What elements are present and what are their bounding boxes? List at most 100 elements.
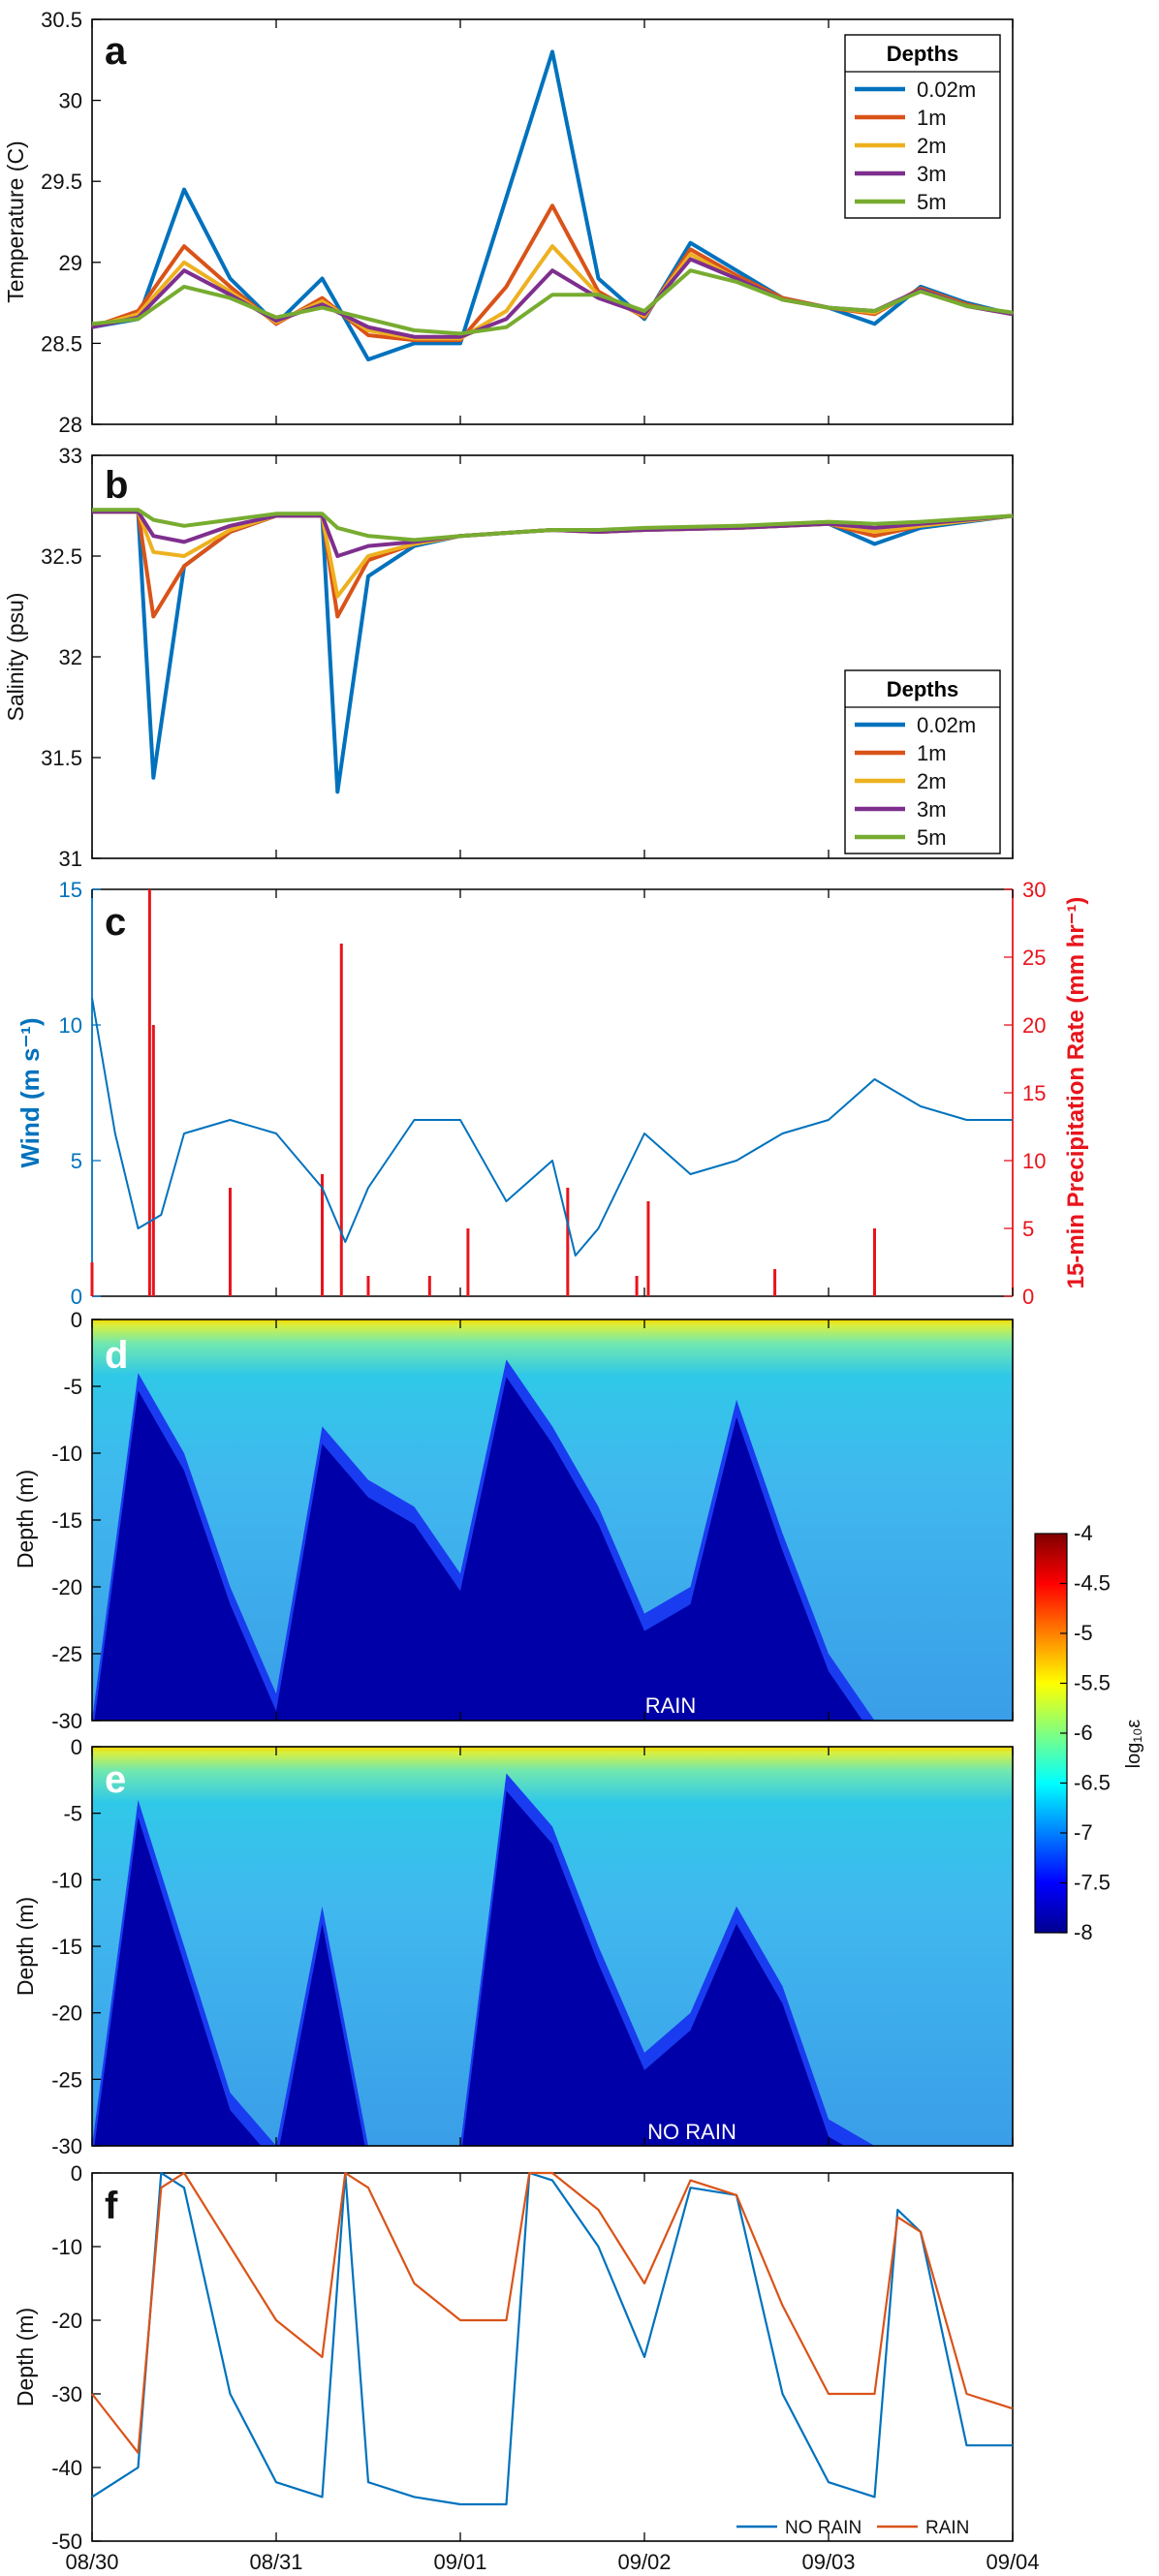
- colorbar-label: log₁₀ε: [1123, 1720, 1144, 1769]
- xtick-label: 09/01: [433, 2550, 486, 2574]
- panel-letter-a: a: [105, 30, 127, 73]
- yticks-b: 33 32.5 32 31.5 31: [41, 444, 101, 871]
- ytick-label: 29: [59, 251, 82, 275]
- ytick-label: 30: [59, 89, 82, 113]
- ytick-label: 25: [1022, 946, 1046, 970]
- ytick-label: -10: [51, 1868, 82, 1892]
- legend-entry: 2m: [917, 134, 947, 158]
- legend-title: Depths: [887, 677, 959, 701]
- legend-entry: RAIN: [925, 2518, 969, 2538]
- ytick-label: -5: [63, 1375, 82, 1399]
- colorbar-tick-label: -4.5: [1074, 1571, 1111, 1596]
- xticks-a: [91, 19, 1014, 424]
- salinity-lines: [92, 508, 1014, 794]
- series-line: [92, 508, 1014, 543]
- precip-bar: [90, 1262, 94, 1296]
- ytick-label: 10: [59, 1013, 82, 1038]
- panel-letter-c: c: [105, 901, 126, 944]
- temperature-lines: [91, 49, 1014, 362]
- ytick-label: -15: [51, 1935, 82, 1959]
- ytick-label: -50: [51, 2529, 82, 2554]
- ylabel-f: Depth (m): [13, 2308, 38, 2406]
- ytick-label: 28: [59, 413, 82, 437]
- ylabel-wind: Wind (m s⁻¹): [16, 1017, 45, 1167]
- xticks-c: [91, 889, 1014, 1296]
- ylabel-e: Depth (m): [13, 1897, 38, 1996]
- ylabel-precip: 15-min Precipitation Rate (mm hr⁻¹): [1063, 897, 1089, 1289]
- xticks-f: [91, 2173, 1014, 2541]
- panel-a: 30.5 30 29.5 29 28.5 28 a Temperature (C) Dep…: [3, 8, 1014, 437]
- ytick-label: 20: [1022, 1013, 1046, 1038]
- ytick-label: 32: [59, 645, 82, 669]
- xtick-labels: 08/30 08/31 09/01 09/02 09/03 09/04: [65, 2550, 1039, 2574]
- ytick-label: 15: [1022, 1081, 1046, 1105]
- wind-line: [91, 997, 1013, 1257]
- panel-e: 0 -5 -10 -15 -20 -25 -30 e NO RAIN Depth (m): [13, 1735, 1014, 2158]
- ytick-label: 29.5: [41, 170, 82, 194]
- colorbar-tick-label: -5.5: [1074, 1671, 1111, 1695]
- ytick-label: -20: [51, 1575, 82, 1599]
- mixed-layer-lines: [91, 2171, 1014, 2506]
- legend-entry: 1m: [917, 106, 947, 130]
- ytick-label: 15: [59, 878, 82, 902]
- colorbar: -4 -4.5 -5 -5.5 -6 -6.5 -7 -7.5 -8 log₁₀ε: [1034, 1521, 1144, 1944]
- annotation-no-rain: NO RAIN: [647, 2120, 736, 2144]
- panel-letter-b: b: [105, 464, 128, 507]
- legend-box: [844, 669, 1001, 854]
- ytick-label: 32.5: [41, 544, 82, 569]
- legend-entry: 5m: [917, 190, 947, 214]
- panel-letter-e: e: [105, 1758, 126, 1801]
- ytick-label: -10: [51, 1442, 82, 1466]
- low-dissipation-region: [92, 1790, 1013, 2146]
- precip-bar: [427, 1276, 431, 1296]
- xticks-e: [91, 1747, 1014, 2146]
- panel-c: 15 10 5 0 30 25 20 15 10 5 0 c Wind (m s⁻¹) 15-min…: [16, 878, 1089, 1309]
- precip-bar: [873, 1228, 876, 1296]
- legend-box: [844, 34, 1001, 219]
- panel-d: 0 -5 -10 -15 -20 -25 -30 d RAIN Depth (m): [13, 1308, 1014, 1733]
- xtick-label: 09/03: [801, 2550, 855, 2574]
- colorbar-tick-label: -4: [1074, 1521, 1093, 1545]
- axes-box-f: [91, 2172, 1014, 2542]
- ytick-label: -5: [63, 1802, 82, 1826]
- precip-bar: [773, 1269, 777, 1296]
- series-line: [91, 997, 1013, 1257]
- ytick-label: -20: [51, 2002, 82, 2026]
- precip-bars: [90, 889, 876, 1296]
- legend-entry: 3m: [917, 797, 947, 822]
- ytick-label: 31.5: [41, 746, 82, 770]
- xtick-label: 09/04: [986, 2550, 1039, 2574]
- ytick-label: -15: [51, 1508, 82, 1533]
- precip-bar: [147, 889, 151, 1296]
- ytick-label: 10: [1022, 1149, 1046, 1173]
- xticks-b: [91, 455, 1014, 858]
- panel-b: 33 32.5 32 31.5 31 b Salinity (psu) Depths 0.…: [3, 444, 1014, 871]
- colorbar-tick-label: -6.5: [1074, 1771, 1111, 1795]
- legend-entry: 2m: [917, 769, 947, 793]
- ytick-label: 30.5: [41, 8, 82, 32]
- yticks-d: 0 -5 -10 -15 -20 -25 -30: [51, 1308, 101, 1733]
- precip-bar: [466, 1228, 470, 1296]
- ytick-label: 5: [71, 1149, 82, 1173]
- series-line: [91, 2171, 1014, 2454]
- precip-bar: [339, 944, 343, 1296]
- xtick-label: 08/31: [249, 2550, 302, 2574]
- series-line: [91, 49, 1014, 362]
- ylabel-a: Temperature (C): [3, 140, 28, 302]
- ytick-label: -25: [51, 2067, 82, 2092]
- legend-entry: 0.02m: [917, 78, 976, 102]
- ytick-label: 0: [71, 1735, 82, 1759]
- legend-entry: 0.02m: [917, 713, 976, 737]
- legend-b: Depths 0.02m 1m 2m 3m 5m: [844, 669, 1001, 854]
- annotation-rain: RAIN: [645, 1693, 697, 1718]
- colorbar-tick-label: -5: [1074, 1621, 1093, 1645]
- heatmap-e: [92, 1773, 1013, 2146]
- ytick-label: 28.5: [41, 331, 82, 356]
- ytick-label: 0: [71, 1308, 82, 1332]
- colorbar-tick-label: -7.5: [1074, 1871, 1111, 1895]
- ytick-label: -25: [51, 1642, 82, 1666]
- precip-bar: [635, 1276, 639, 1296]
- yticks-f: 0 -10 -20 -30 -40 -50: [51, 2161, 101, 2554]
- heatmap-d: [92, 1359, 1013, 1721]
